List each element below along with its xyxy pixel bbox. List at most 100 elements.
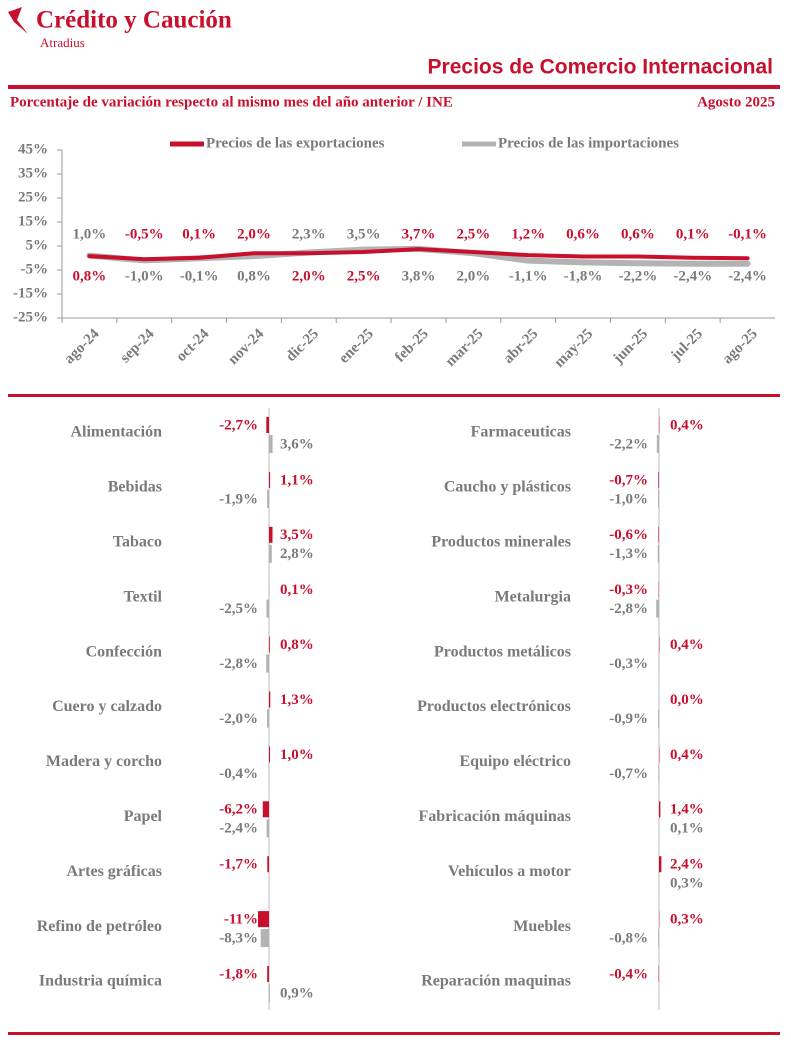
data-label: -2,0% bbox=[219, 711, 258, 727]
bar bbox=[269, 435, 273, 453]
category-label: Productos minerales bbox=[431, 533, 571, 550]
y-tick-label: -5% bbox=[21, 261, 49, 277]
data-label: 3,6% bbox=[280, 436, 314, 452]
category-label: Textil bbox=[123, 588, 162, 605]
x-tick-label: abr-25 bbox=[500, 326, 541, 367]
bar bbox=[658, 471, 659, 488]
y-tick-label: 25% bbox=[18, 189, 48, 205]
y-tick-label: 15% bbox=[18, 213, 48, 229]
category-label: Cuero y calzado bbox=[52, 698, 162, 715]
x-tick-label: nov-24 bbox=[225, 326, 267, 368]
x-tick-label: jul-25 bbox=[667, 326, 706, 365]
bar bbox=[267, 709, 269, 728]
data-label: -0,1% bbox=[728, 226, 767, 242]
bar bbox=[657, 544, 659, 563]
data-label: 0,9% bbox=[280, 985, 314, 1001]
data-label: 3,8% bbox=[402, 268, 436, 284]
data-label: 0,6% bbox=[621, 226, 655, 242]
bar bbox=[267, 856, 269, 873]
data-label: -2,5% bbox=[219, 601, 258, 617]
data-label: 0,1% bbox=[280, 582, 314, 598]
category-label: Productos electrónicos bbox=[417, 698, 571, 715]
data-label: 2,5% bbox=[456, 226, 490, 242]
category-label: Refino de petróleo bbox=[37, 918, 162, 935]
category-label: Madera y corcho bbox=[46, 753, 162, 770]
data-label: -1,0% bbox=[609, 491, 648, 507]
bar bbox=[658, 489, 659, 508]
legend-label: Precios de las exportaciones bbox=[206, 135, 385, 151]
x-tick-label: jun-25 bbox=[610, 326, 651, 367]
category-label: Confección bbox=[86, 643, 163, 660]
x-tick-label: ago-25 bbox=[719, 326, 760, 367]
data-label: 0,6% bbox=[566, 226, 600, 242]
data-label: -1,8% bbox=[219, 966, 258, 982]
data-label: 2,0% bbox=[237, 226, 271, 242]
data-label: -2,4% bbox=[219, 821, 258, 837]
subtitle: Porcentaje de variación respecto al mism… bbox=[10, 94, 453, 110]
bar bbox=[656, 599, 659, 618]
bar bbox=[269, 526, 273, 543]
bar bbox=[659, 801, 661, 818]
x-tick-label: may-25 bbox=[551, 326, 596, 371]
data-label: -2,4% bbox=[673, 268, 712, 284]
bar bbox=[258, 911, 269, 928]
bar bbox=[267, 966, 269, 982]
bar bbox=[658, 526, 659, 543]
category-label: Caucho y plásticos bbox=[444, 479, 571, 496]
rule bbox=[8, 1032, 780, 1035]
data-label: -2,4% bbox=[728, 268, 767, 284]
category-label: Productos metálicos bbox=[434, 643, 571, 660]
x-tick-label: ene-25 bbox=[336, 326, 377, 367]
data-label: 0,8% bbox=[280, 637, 314, 653]
data-label: 0,8% bbox=[73, 268, 107, 284]
data-label: -2,7% bbox=[219, 417, 258, 433]
bar bbox=[656, 435, 659, 453]
data-label: 1,2% bbox=[511, 226, 545, 242]
data-label: 0,4% bbox=[670, 747, 704, 763]
bar bbox=[269, 984, 270, 1002]
bar bbox=[269, 636, 270, 653]
data-label: -1,3% bbox=[609, 546, 648, 562]
x-tick-label: dic-25 bbox=[283, 326, 322, 365]
y-tick-label: -25% bbox=[13, 309, 48, 325]
x-tick-label: mar-25 bbox=[443, 326, 487, 370]
data-label: -0,9% bbox=[609, 711, 648, 727]
bar bbox=[266, 417, 269, 433]
bar bbox=[262, 801, 269, 818]
data-label: 0,3% bbox=[670, 912, 704, 928]
x-tick-label: sep-24 bbox=[117, 326, 158, 367]
bar bbox=[269, 471, 271, 488]
rule bbox=[8, 85, 780, 89]
legend-label: Precios de las importaciones bbox=[498, 135, 679, 151]
bar bbox=[266, 819, 269, 838]
data-label: 2,3% bbox=[292, 226, 326, 242]
data-label: -2,8% bbox=[219, 656, 258, 672]
data-label: -0,8% bbox=[609, 931, 648, 947]
data-label: -11% bbox=[224, 912, 258, 928]
rule bbox=[8, 394, 780, 397]
data-label: 1,4% bbox=[670, 802, 704, 818]
x-tick-label: ago-24 bbox=[61, 326, 103, 368]
data-label: -2,2% bbox=[609, 436, 648, 452]
data-label: -1,1% bbox=[509, 268, 548, 284]
category-label: Industria química bbox=[39, 973, 162, 990]
data-label: 0,8% bbox=[237, 268, 271, 284]
bar bbox=[269, 691, 271, 708]
data-label: 0,4% bbox=[670, 417, 704, 433]
data-label: 3,7% bbox=[402, 226, 436, 242]
category-label: Papel bbox=[124, 808, 163, 825]
y-tick-label: 35% bbox=[18, 165, 48, 181]
bar bbox=[267, 489, 269, 508]
data-label: -0,3% bbox=[609, 656, 648, 672]
data-label: 2,0% bbox=[456, 268, 490, 284]
data-label: 2,4% bbox=[670, 857, 704, 873]
data-label: 0,1% bbox=[670, 821, 704, 837]
category-label: Alimentación bbox=[70, 424, 162, 441]
x-tick-label: oct-24 bbox=[173, 326, 212, 365]
data-label: -6,2% bbox=[219, 802, 258, 818]
data-label: -0,5% bbox=[125, 226, 164, 242]
bar bbox=[659, 856, 662, 873]
line bbox=[87, 247, 750, 262]
data-label: -0,7% bbox=[609, 766, 648, 782]
data-label: -2,8% bbox=[609, 601, 648, 617]
